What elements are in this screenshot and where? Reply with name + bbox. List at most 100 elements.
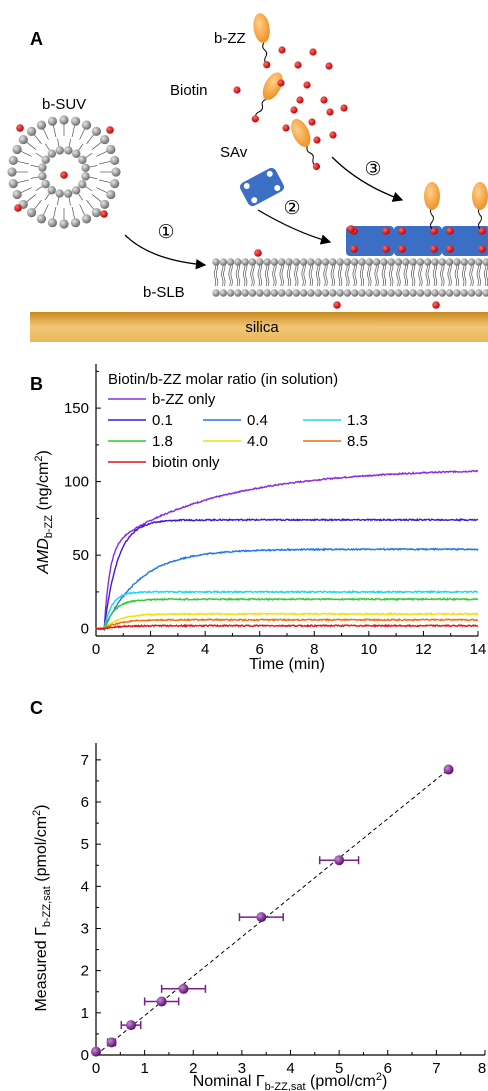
- lipid-head: [358, 289, 366, 297]
- free-biotin: [277, 79, 285, 87]
- lipid-tail: [353, 277, 357, 287]
- lipid-head: [453, 289, 461, 297]
- b-zz-molecule: [291, 118, 321, 171]
- panel-b-x-tick-label: 10: [361, 641, 378, 658]
- vesicle-head: [106, 189, 116, 200]
- b-slb-label: b-SLB: [143, 284, 185, 301]
- step-2-marker: ②: [283, 198, 300, 219]
- lipid-tail: [316, 277, 321, 287]
- lipid-head: [278, 258, 286, 266]
- free-biotin: [282, 124, 290, 132]
- lipid-head: [299, 258, 308, 266]
- zz-linker: [262, 42, 268, 65]
- lipid-head: [307, 258, 315, 266]
- lipid-head: [219, 258, 227, 266]
- vesicle-head: [81, 172, 90, 181]
- lipid-tail: [229, 277, 233, 287]
- lipid-tail: [302, 277, 306, 287]
- lipid-tail: [470, 277, 474, 287]
- vesicle-head: [64, 146, 73, 155]
- legend-label: 1.8: [152, 433, 173, 450]
- lipid-head: [241, 258, 249, 266]
- bound-streptavidin: [346, 182, 488, 256]
- lipid-head: [445, 289, 454, 297]
- panel-b-letter: B: [30, 374, 43, 394]
- lipid-head: [351, 258, 359, 266]
- lipid-head: [431, 258, 439, 266]
- lipid-head: [475, 289, 483, 297]
- lipid-tail: [214, 277, 219, 287]
- lipid-head: [445, 258, 454, 266]
- data-point: [106, 1037, 117, 1048]
- free-biotin: [325, 62, 333, 70]
- lipid-head: [351, 289, 359, 297]
- lipid-head: [365, 289, 373, 297]
- lipid-tail: [243, 277, 248, 287]
- zz-domain: [262, 72, 283, 100]
- lipid-head: [241, 289, 249, 297]
- lipid-head: [307, 289, 315, 297]
- zz-domain: [253, 13, 270, 43]
- panel-c-x-tick-label: 7: [432, 1060, 440, 1077]
- vesicle-head: [36, 214, 47, 224]
- vesicle-head: [78, 180, 87, 189]
- panel-c-fit-line: [95, 767, 452, 1056]
- lipid-head: [285, 258, 293, 266]
- panel-c-y-tick-label: 5: [81, 836, 89, 853]
- lipid-head: [321, 258, 330, 266]
- lipid-head: [329, 289, 337, 297]
- legend-label: 1.3: [347, 412, 368, 429]
- free-biotin: [278, 46, 286, 54]
- vesicle-head: [41, 155, 50, 164]
- lipid-head: [394, 258, 403, 266]
- zz-domain: [472, 182, 488, 210]
- free-biotin: [326, 108, 334, 116]
- silica-substrate: [30, 312, 488, 342]
- panel-b-y-tick-label: 0: [81, 621, 89, 638]
- zz-linker: [430, 207, 434, 230]
- lipid-head: [219, 289, 227, 297]
- b-suv-label: b-SUV: [42, 96, 86, 113]
- free-biotin: [309, 48, 317, 56]
- vesicle-head: [12, 189, 22, 200]
- bound-biotin: [398, 227, 406, 235]
- lipid-tail: [397, 277, 401, 287]
- panel-c-y-tick-label: 0: [81, 1047, 89, 1064]
- lipid-head: [314, 258, 322, 266]
- zz-domain: [291, 118, 311, 147]
- sav-site: [243, 183, 250, 190]
- vesicle-biotin: [106, 126, 114, 134]
- lipid-head: [460, 289, 468, 297]
- lipid-head: [292, 258, 300, 266]
- lipid-head: [460, 258, 468, 266]
- free-biotin: [296, 96, 304, 104]
- lipid-head: [336, 258, 344, 266]
- bound-biotin: [382, 245, 390, 253]
- lipid-tail: [346, 277, 350, 287]
- data-point: [156, 996, 167, 1007]
- panel-b-legend: Biotin/b-ZZ molar ratio (in solution) b-…: [108, 371, 368, 471]
- panel-c-fit: [95, 767, 452, 1056]
- legend-title: Biotin/b-ZZ molar ratio (in solution): [108, 371, 338, 388]
- lipid-tail: [251, 277, 255, 287]
- vesicle-biotin: [60, 171, 68, 179]
- panel-b-y-tick-label: 50: [72, 547, 89, 564]
- lipid-head: [292, 289, 300, 297]
- lipid-head: [263, 258, 271, 266]
- lipid-head: [453, 258, 461, 266]
- lipid-head: [438, 289, 446, 297]
- lipid-head: [343, 289, 352, 297]
- panel-b-x-tick-label: 0: [92, 641, 100, 658]
- series-line-8-5: [95, 617, 479, 631]
- vesicle-head: [91, 208, 102, 218]
- series-line-1-8: [95, 597, 479, 631]
- panel-b-ylabel: AMDb-ZZ (ng/cm2): [33, 450, 55, 575]
- free-biotin: [329, 131, 337, 139]
- lipid-head: [387, 258, 395, 266]
- vesicle-head: [64, 189, 73, 198]
- lipid-head: [278, 289, 286, 297]
- step-1-marker: ①: [157, 222, 174, 243]
- lipid-head: [321, 289, 330, 297]
- panel-c-x-tick-label: 1: [140, 1060, 148, 1077]
- lipid-head: [256, 258, 264, 266]
